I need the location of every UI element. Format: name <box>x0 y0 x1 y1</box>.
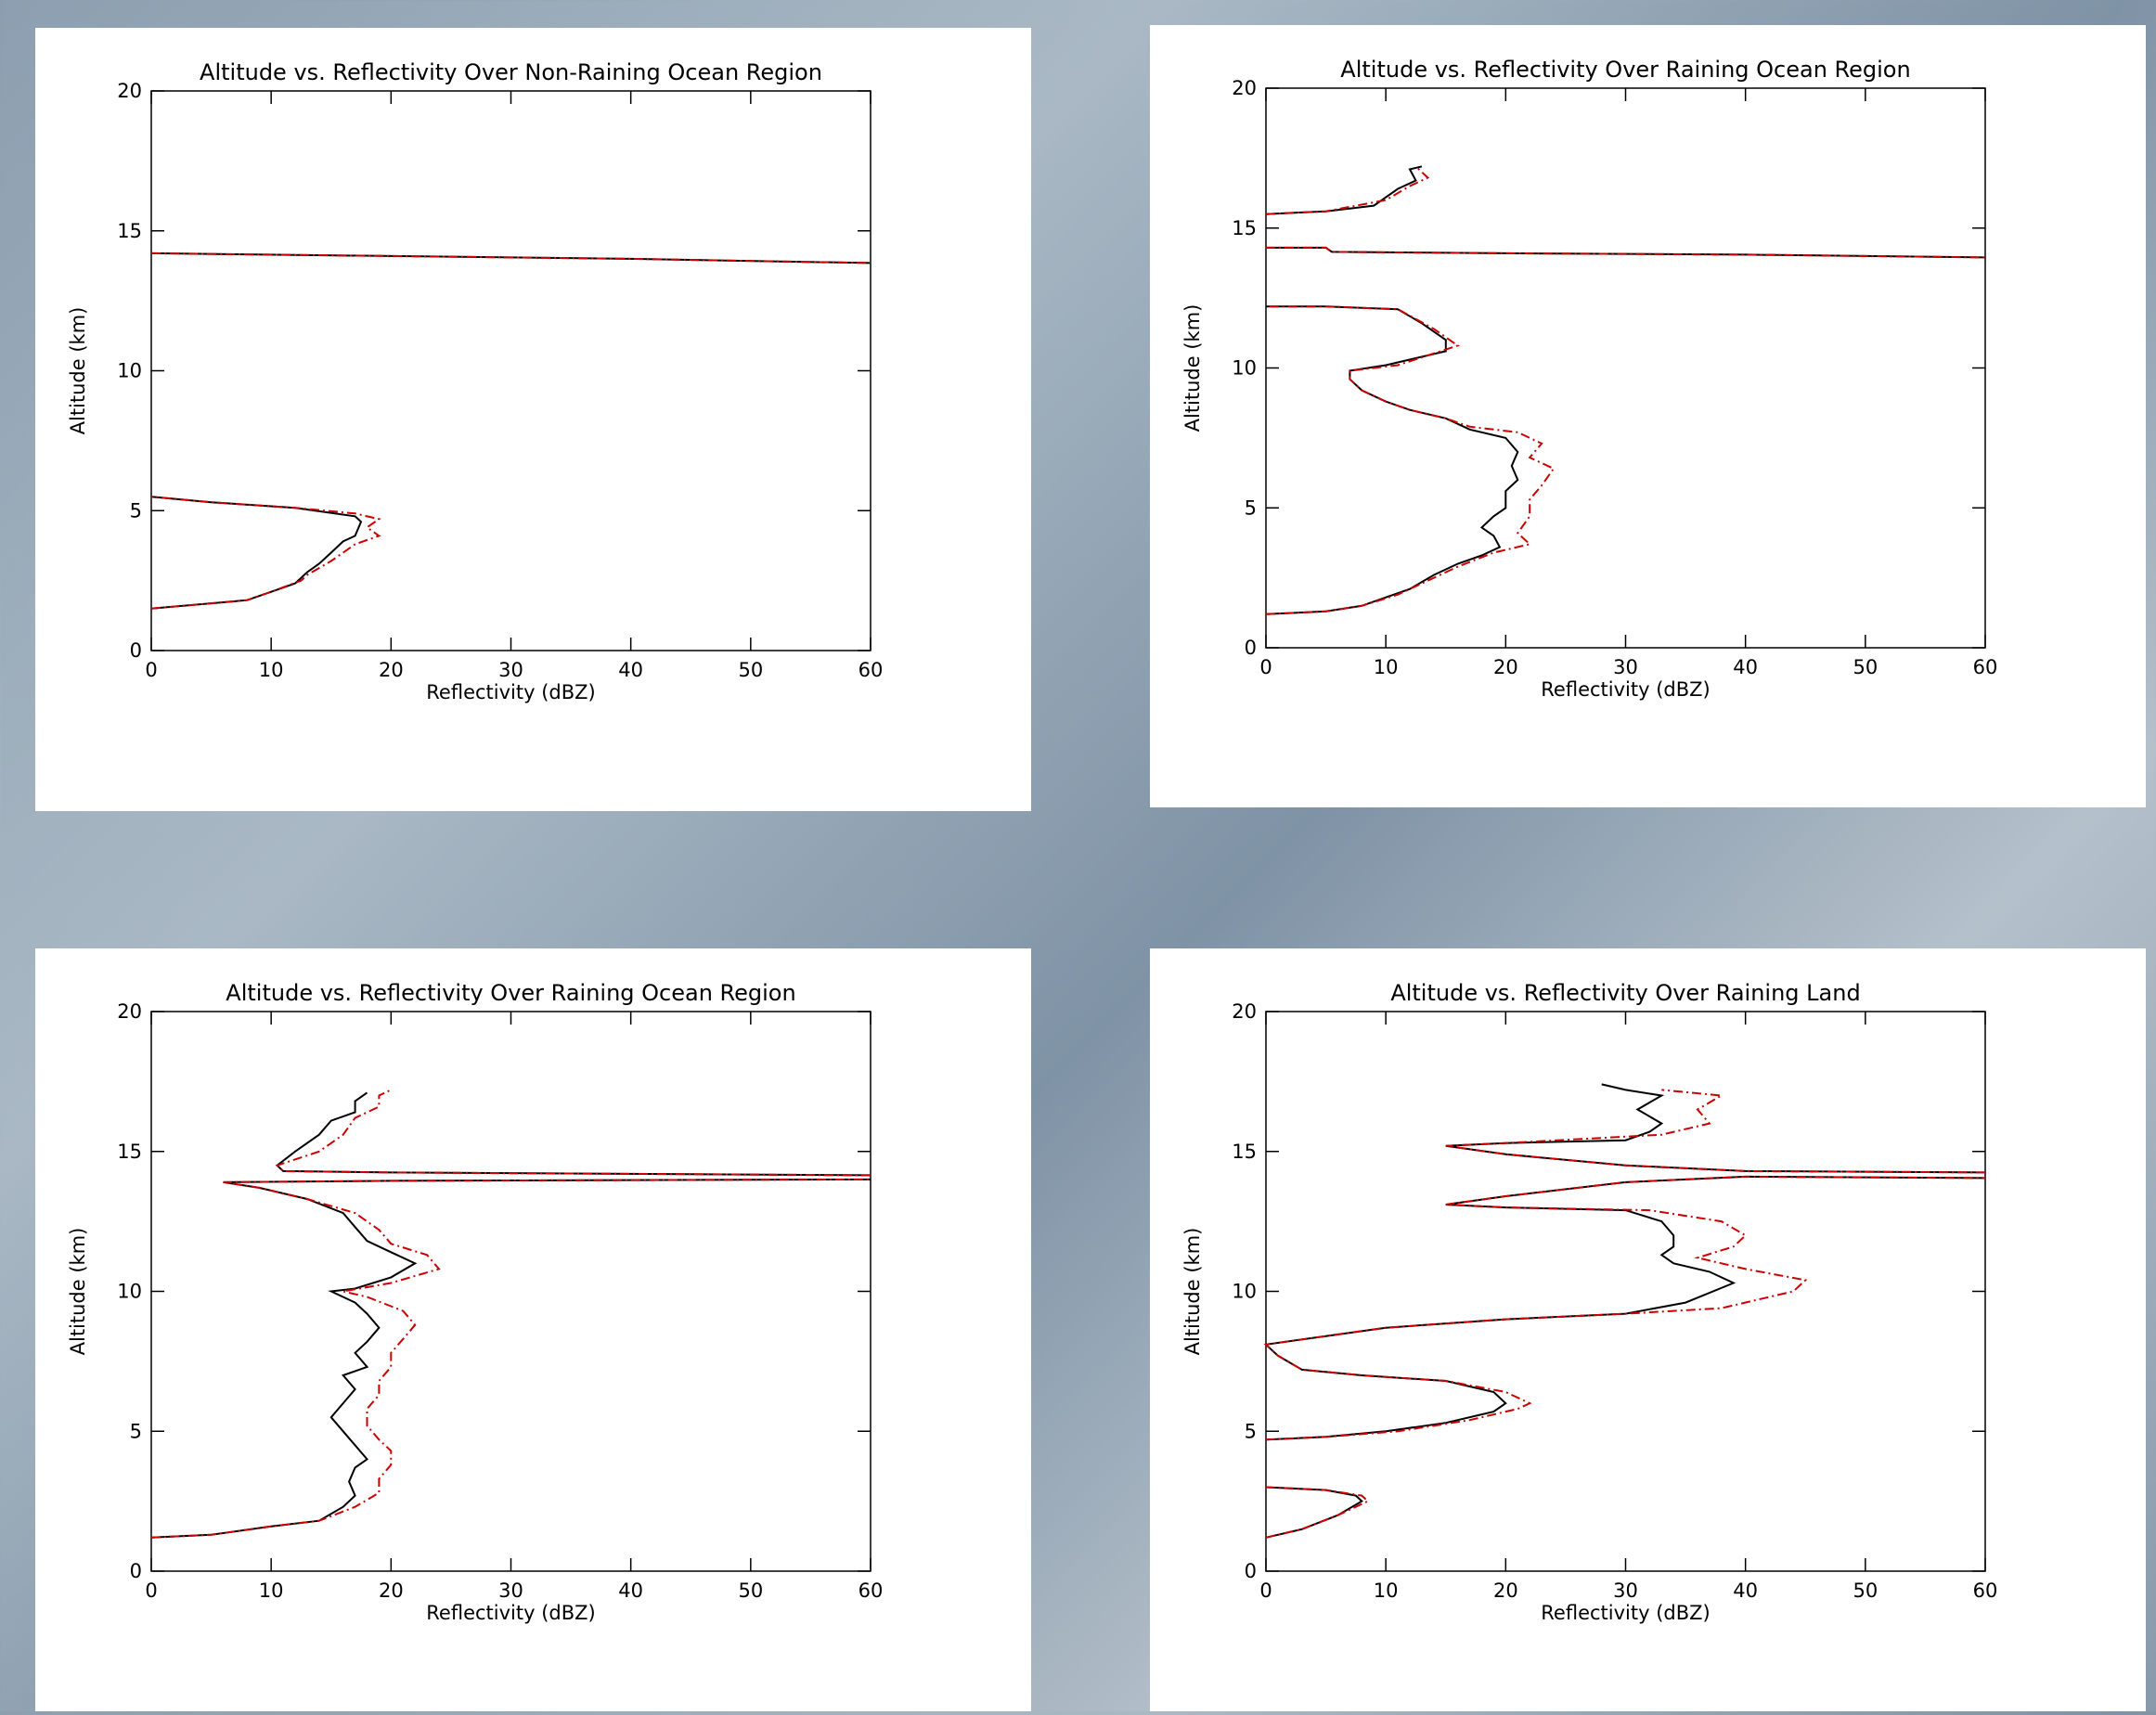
y-tick-label: 15 <box>1232 217 1257 239</box>
profile-line <box>1266 1084 1985 1537</box>
y-tick-label: 20 <box>1232 77 1257 99</box>
panel: Altitude vs. Reflectivity Over Raining L… <box>1150 948 2146 1711</box>
plot-frame <box>151 91 871 651</box>
x-tick-label: 10 <box>259 659 284 681</box>
y-tick-label: 15 <box>1232 1141 1257 1163</box>
y-tick-label: 5 <box>1245 1420 1257 1442</box>
x-tick-label: 20 <box>379 659 404 681</box>
y-tick-label: 10 <box>117 1281 142 1303</box>
x-tick-label: 10 <box>1374 656 1399 678</box>
y-tick-label: 10 <box>1232 1281 1257 1303</box>
y-tick-label: 5 <box>130 499 142 522</box>
x-tick-label: 60 <box>1973 1580 1998 1602</box>
y-tick-label: 10 <box>117 360 142 382</box>
y-axis-label: Altitude (km) <box>1181 1228 1204 1356</box>
panel: Altitude vs. Reflectivity Over Raining O… <box>1150 25 2146 807</box>
profile-line <box>151 1092 871 1537</box>
chart: Altitude vs. Reflectivity Over Raining O… <box>1150 25 2146 807</box>
x-tick-label: 40 <box>1733 656 1758 678</box>
chart-title: Altitude vs. Reflectivity Over Non-Raini… <box>200 59 822 85</box>
x-axis-label: Reflectivity (dBZ) <box>426 1602 595 1624</box>
x-tick-label: 0 <box>1259 656 1272 678</box>
profile-line <box>151 253 871 609</box>
profile-line <box>151 253 871 609</box>
y-tick-label: 20 <box>117 80 142 102</box>
profile-line <box>1266 166 1985 613</box>
y-tick-label: 5 <box>1245 496 1257 519</box>
plot-frame <box>1266 1012 1985 1571</box>
chart: Altitude vs. Reflectivity Over Raining L… <box>1150 948 2146 1711</box>
y-tick-label: 0 <box>130 1560 142 1582</box>
profile-line <box>1266 166 1985 613</box>
y-axis-label: Altitude (km) <box>1181 304 1204 432</box>
x-axis-label: Reflectivity (dBZ) <box>1541 1602 1710 1624</box>
x-axis-label: Reflectivity (dBZ) <box>1541 678 1710 701</box>
x-tick-label: 40 <box>618 1580 643 1602</box>
x-tick-label: 20 <box>379 1580 404 1602</box>
profile-line <box>1266 1090 1985 1537</box>
x-tick-label: 30 <box>498 659 523 681</box>
x-tick-label: 50 <box>738 1580 763 1602</box>
x-tick-label: 60 <box>859 1580 884 1602</box>
page: Altitude vs. Reflectivity Over Non-Raini… <box>0 0 2156 1711</box>
x-tick-label: 10 <box>1374 1580 1399 1602</box>
profile-line <box>151 1090 871 1537</box>
x-tick-label: 50 <box>1853 656 1878 678</box>
x-tick-label: 10 <box>259 1580 284 1602</box>
chart-title: Altitude vs. Reflectivity Over Raining L… <box>1390 980 1860 1006</box>
x-tick-label: 0 <box>1259 1580 1272 1602</box>
panel: Altitude vs. Reflectivity Over Raining O… <box>35 948 1031 1711</box>
y-tick-label: 0 <box>1245 637 1257 659</box>
y-tick-label: 15 <box>117 220 142 242</box>
y-axis-label: Altitude (km) <box>67 307 89 435</box>
x-tick-label: 40 <box>1733 1580 1758 1602</box>
x-tick-label: 0 <box>145 659 157 681</box>
x-tick-label: 20 <box>1493 1580 1518 1602</box>
x-tick-label: 30 <box>498 1580 523 1602</box>
x-axis-label: Reflectivity (dBZ) <box>426 681 595 703</box>
x-tick-label: 30 <box>1613 1580 1638 1602</box>
x-tick-label: 50 <box>1853 1580 1878 1602</box>
chart-title: Altitude vs. Reflectivity Over Raining O… <box>226 980 795 1006</box>
x-tick-label: 30 <box>1613 656 1638 678</box>
y-tick-label: 20 <box>1232 1000 1257 1023</box>
chart-title: Altitude vs. Reflectivity Over Raining O… <box>1340 57 1910 83</box>
y-tick-label: 0 <box>130 639 142 662</box>
x-tick-label: 0 <box>145 1580 157 1602</box>
x-tick-label: 20 <box>1493 656 1518 678</box>
chart: Altitude vs. Reflectivity Over Raining O… <box>35 948 1031 1711</box>
y-axis-label: Altitude (km) <box>67 1228 89 1356</box>
y-tick-label: 10 <box>1232 357 1257 380</box>
x-tick-label: 60 <box>1973 656 1998 678</box>
plot-frame <box>151 1012 871 1571</box>
y-tick-label: 15 <box>117 1141 142 1163</box>
x-tick-label: 40 <box>618 659 643 681</box>
y-tick-label: 20 <box>117 1000 142 1023</box>
y-tick-label: 5 <box>130 1420 142 1442</box>
x-tick-label: 50 <box>738 659 763 681</box>
y-tick-label: 0 <box>1245 1560 1257 1582</box>
chart: Altitude vs. Reflectivity Over Non-Raini… <box>35 28 1031 811</box>
panel: Altitude vs. Reflectivity Over Non-Raini… <box>35 28 1031 811</box>
x-tick-label: 60 <box>859 659 884 681</box>
